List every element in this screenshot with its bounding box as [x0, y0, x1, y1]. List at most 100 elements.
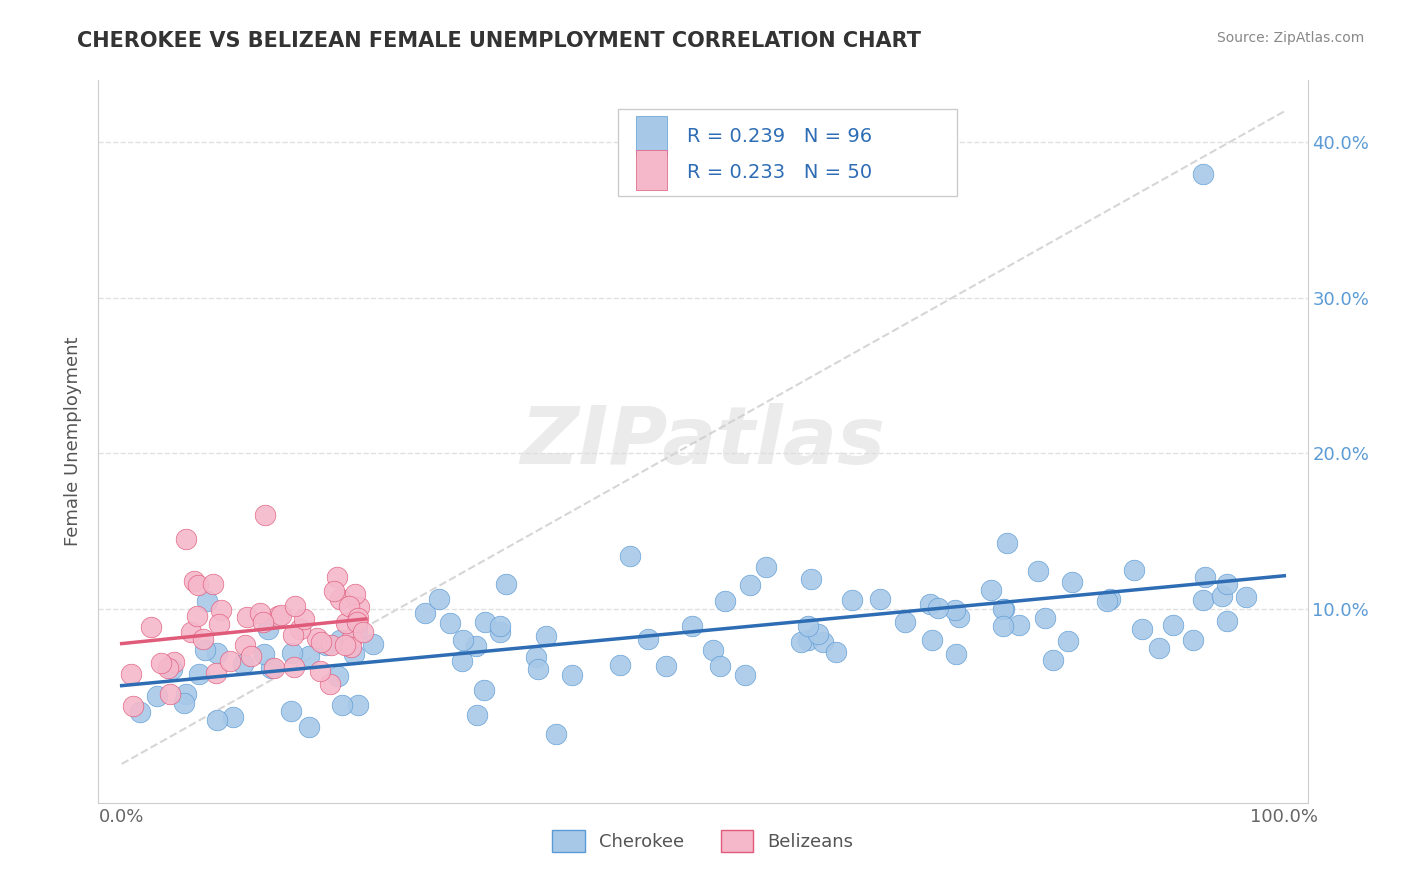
- Point: [1132, 622, 1154, 636]
- Point: [163, 655, 186, 669]
- Point: [122, 698, 145, 713]
- Point: [945, 647, 967, 661]
- Point: [544, 727, 567, 741]
- Point: [1062, 575, 1084, 590]
- FancyBboxPatch shape: [637, 116, 666, 156]
- Point: [249, 606, 271, 620]
- Point: [702, 642, 724, 657]
- Point: [309, 635, 332, 649]
- Point: [173, 696, 195, 710]
- Point: [315, 638, 337, 652]
- Point: [1161, 617, 1184, 632]
- Point: [183, 574, 205, 588]
- Point: [439, 616, 461, 631]
- Point: [252, 615, 274, 629]
- Point: [465, 708, 488, 723]
- Point: [755, 560, 778, 574]
- Point: [325, 570, 347, 584]
- Point: [1194, 570, 1216, 584]
- Point: [329, 592, 352, 607]
- Point: [997, 535, 1019, 549]
- Point: [489, 624, 512, 639]
- Point: [1008, 617, 1031, 632]
- Point: [174, 687, 197, 701]
- Point: [427, 591, 450, 606]
- Point: [807, 627, 830, 641]
- Point: [263, 661, 285, 675]
- Point: [186, 609, 208, 624]
- Point: [253, 647, 276, 661]
- Point: [1057, 633, 1080, 648]
- Point: [991, 619, 1014, 633]
- Point: [205, 646, 228, 660]
- Point: [813, 635, 835, 649]
- Point: [1211, 589, 1233, 603]
- Point: [280, 704, 302, 718]
- Point: [195, 594, 218, 608]
- Point: [343, 586, 366, 600]
- FancyBboxPatch shape: [637, 151, 666, 190]
- Point: [465, 639, 488, 653]
- Point: [349, 600, 371, 615]
- FancyBboxPatch shape: [619, 109, 957, 196]
- Point: [174, 532, 197, 546]
- Point: [305, 631, 328, 645]
- Point: [1147, 641, 1170, 656]
- Point: [800, 572, 823, 586]
- Point: [323, 584, 346, 599]
- Point: [139, 620, 162, 634]
- Point: [309, 664, 332, 678]
- Y-axis label: Female Unemployment: Female Unemployment: [63, 337, 82, 546]
- Point: [281, 646, 304, 660]
- Point: [1042, 653, 1064, 667]
- Point: [222, 710, 245, 724]
- Point: [474, 615, 496, 629]
- Point: [609, 657, 631, 672]
- Point: [284, 599, 307, 614]
- Point: [561, 668, 583, 682]
- Point: [298, 649, 321, 664]
- Point: [267, 609, 290, 624]
- Point: [333, 638, 356, 652]
- Point: [240, 649, 263, 664]
- Point: [329, 633, 352, 648]
- Point: [233, 638, 256, 652]
- Point: [202, 576, 225, 591]
- Point: [1026, 564, 1049, 578]
- Text: ZIPatlas: ZIPatlas: [520, 402, 886, 481]
- Point: [260, 661, 283, 675]
- Point: [128, 705, 150, 719]
- Point: [236, 610, 259, 624]
- Point: [337, 599, 360, 613]
- Point: [232, 657, 254, 672]
- Point: [120, 667, 142, 681]
- Point: [734, 668, 756, 682]
- Point: [489, 618, 512, 632]
- Point: [536, 629, 558, 643]
- Point: [991, 602, 1014, 616]
- Point: [1234, 590, 1257, 604]
- Point: [283, 660, 305, 674]
- Text: Source: ZipAtlas.com: Source: ZipAtlas.com: [1216, 31, 1364, 45]
- Point: [319, 639, 342, 653]
- Legend: Cherokee, Belizeans: Cherokee, Belizeans: [546, 822, 860, 859]
- Point: [340, 631, 363, 645]
- Point: [339, 640, 361, 654]
- Point: [1122, 563, 1144, 577]
- Point: [346, 615, 368, 630]
- Text: CHEROKEE VS BELIZEAN FEMALE UNEMPLOYMENT CORRELATION CHART: CHEROKEE VS BELIZEAN FEMALE UNEMPLOYMENT…: [77, 31, 921, 51]
- Point: [927, 600, 949, 615]
- Point: [194, 642, 217, 657]
- Point: [330, 698, 353, 713]
- Point: [187, 578, 209, 592]
- Point: [207, 713, 229, 727]
- Point: [920, 597, 942, 611]
- Point: [790, 634, 813, 648]
- Point: [738, 578, 761, 592]
- Text: R = 0.233   N = 50: R = 0.233 N = 50: [688, 162, 872, 182]
- Point: [347, 610, 370, 624]
- Point: [526, 662, 548, 676]
- Point: [253, 508, 276, 523]
- Point: [472, 682, 495, 697]
- Point: [288, 622, 311, 636]
